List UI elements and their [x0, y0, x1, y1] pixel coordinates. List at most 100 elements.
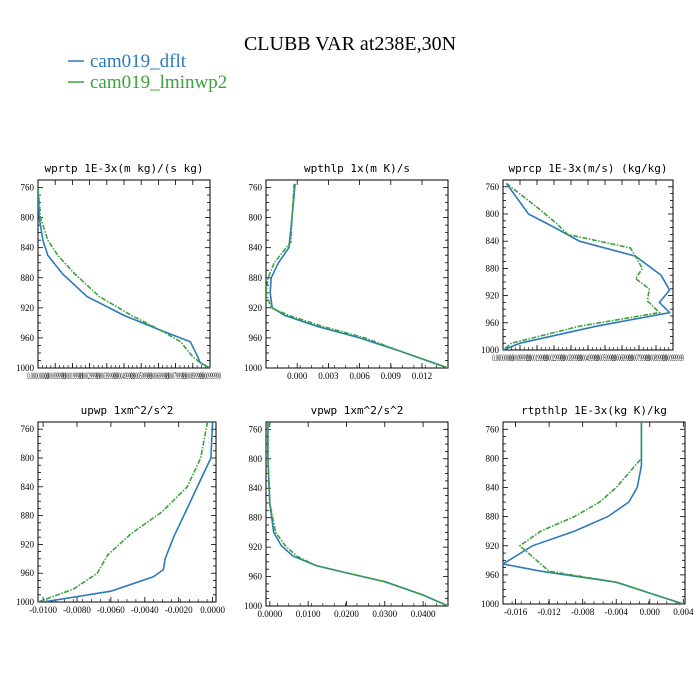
- panel-title: upwp 1xm^2/s^2: [81, 404, 174, 417]
- y-tick-label: 1000: [481, 599, 500, 609]
- panel-title: wpthlp 1x(m K)/s: [304, 162, 410, 175]
- y-tick-label: 920: [249, 542, 263, 552]
- y-tick-label: 920: [21, 539, 35, 549]
- panel-title: wprtp 1E-3x(m kg)/(s kg): [45, 162, 204, 175]
- y-tick-label: 840: [249, 243, 263, 253]
- plot-frame: [37, 421, 217, 603]
- series-line-cam019-lminwp2: [266, 183, 448, 368]
- x-tick-label: 0.000599999: [130, 371, 152, 381]
- y-tick-label: 960: [249, 333, 263, 343]
- x-tick-label: -0.0020: [165, 605, 193, 615]
- y-tick-label: 760: [21, 183, 35, 193]
- y-tick-label: 880: [21, 511, 35, 521]
- y-tick-label: 800: [486, 453, 500, 463]
- x-tick-label: -0.012: [538, 607, 561, 617]
- x-tick-label: -0.0060: [97, 605, 125, 615]
- x-tick-label: 0.000999999: [662, 353, 683, 363]
- y-tick-label: 880: [486, 263, 500, 273]
- x-tick-label: 0.000299999: [543, 353, 564, 363]
- panel-wpthlp: wpthlp 1x(m K)/s 760 800 840 880 920 960 1000 0.…: [244, 162, 449, 381]
- y-tick-label: 760: [249, 183, 263, 193]
- x-tick-label: 0.000699999: [148, 371, 170, 381]
- y-tick-label: 800: [249, 454, 263, 464]
- plot-frame: [265, 421, 449, 607]
- y-tick-label: 920: [486, 291, 500, 301]
- x-tick-label: -0.0080: [63, 605, 91, 615]
- x-tick-label: 0.00000000: [492, 353, 513, 363]
- series-line-cam019-lminwp2: [38, 422, 209, 602]
- panel-vpwp: vpwp 1xm^2/s^2 760 800 840 880 920 960 10000.00…: [244, 404, 449, 619]
- x-tick-label: 0.0100: [296, 609, 321, 619]
- x-tick-label: 0.000399999: [96, 371, 118, 381]
- y-tick-label: 1000: [481, 345, 500, 355]
- y-tick-label: 840: [21, 482, 35, 492]
- series-line-cam019-dflt: [267, 422, 448, 606]
- panel-title: vpwp 1xm^2/s^2: [311, 404, 404, 417]
- x-tick-label: 0.009: [381, 371, 402, 381]
- y-tick-label: 760: [486, 182, 500, 192]
- series-line-cam019-lminwp2: [267, 422, 448, 606]
- x-tick-label: 0.000399999: [560, 353, 581, 363]
- x-tick-label: 0.000199999: [526, 353, 547, 363]
- x-tick-label: 0.0000999999: [509, 353, 530, 363]
- y-tick-label: 880: [249, 513, 263, 523]
- y-tick-label: 800: [249, 213, 263, 223]
- x-tick-label: 0.004: [673, 607, 694, 617]
- series-line-cam019-lminwp2: [503, 182, 662, 350]
- panel-title: rtpthlp 1E-3x(kg K)/kg: [521, 404, 667, 417]
- y-tick-label: 800: [21, 453, 35, 463]
- series-line-cam019-dflt: [503, 422, 684, 604]
- y-tick-label: 960: [486, 570, 500, 580]
- y-tick-label: 920: [486, 541, 500, 551]
- y-tick-label: 920: [249, 303, 263, 313]
- x-tick-label: 0.0000: [200, 605, 225, 615]
- y-tick-label: 920: [21, 303, 35, 313]
- y-tick-label: 960: [486, 318, 500, 328]
- y-tick-label: 760: [486, 424, 500, 434]
- legend-label-lminwp2: cam019_lminwp2: [90, 72, 227, 93]
- x-tick-label: 0.0300: [372, 609, 397, 619]
- legend: cam019_dflt cam019_lminwp2: [68, 51, 227, 93]
- x-tick-label: 0.000599999: [594, 353, 615, 363]
- panel-rtpthlp: rtpthlp 1E-3x(kg K)/kg 760 800 840 880 920 960…: [481, 404, 694, 617]
- y-tick-label: 760: [21, 424, 35, 434]
- y-tick-label: 840: [486, 236, 500, 246]
- panel-wprcp: wprcp 1E-3x(m/s) (kg/kg) 760 800 840 880 920 9…: [481, 162, 684, 363]
- x-tick-label: 0.012: [412, 371, 432, 381]
- y-tick-label: 880: [486, 512, 500, 522]
- x-tick-label: 0.000499999: [113, 371, 135, 381]
- y-tick-label: 840: [249, 483, 263, 493]
- y-tick-label: 880: [21, 273, 35, 283]
- y-tick-label: 760: [249, 424, 263, 434]
- y-tick-label: 1000: [16, 363, 35, 373]
- y-tick-label: 1000: [16, 597, 35, 607]
- panel-wprtp: wprtp 1E-3x(m kg)/(s kg) 760 800 840 880 920 9…: [16, 162, 221, 381]
- x-tick-label: 0.000199999: [62, 371, 84, 381]
- y-tick-label: 840: [486, 483, 500, 493]
- x-tick-label: 0.000899999: [182, 371, 204, 381]
- x-tick-label: 0.000999990: [199, 371, 221, 381]
- x-tick-label: 0.0200: [334, 609, 359, 619]
- panel-upwp: upwp 1xm^2/s^2 760 800 840 880 920 960 1000 -0.0…: [16, 404, 225, 615]
- x-tick-label: -0.004: [605, 607, 629, 617]
- x-tick-label: 0.000499999: [577, 353, 598, 363]
- x-tick-label: 0.00000000: [27, 371, 49, 381]
- y-tick-label: 880: [249, 273, 263, 283]
- panel-title: wprcp 1E-3x(m/s) (kg/kg): [509, 162, 668, 175]
- x-tick-label: 0.000299999: [79, 371, 101, 381]
- y-tick-label: 800: [21, 213, 35, 223]
- x-tick-label: -0.008: [571, 607, 595, 617]
- figure-title: CLUBB VAR at238E,30N: [244, 33, 456, 55]
- x-tick-label: 0.003: [318, 371, 339, 381]
- y-tick-label: 840: [21, 243, 35, 253]
- x-tick-label: 0.000699999: [611, 353, 632, 363]
- x-tick-label: 0.000: [640, 607, 661, 617]
- plot-frame: [502, 421, 686, 605]
- x-tick-label: 0.006: [349, 371, 370, 381]
- y-tick-label: 960: [21, 568, 35, 578]
- series-line-cam019-lminwp2: [38, 187, 210, 368]
- x-tick-label: -0.0040: [131, 605, 159, 615]
- x-tick-label: 0.000899999: [645, 353, 666, 363]
- x-tick-label: 0.0400: [411, 609, 436, 619]
- y-tick-label: 960: [249, 572, 263, 582]
